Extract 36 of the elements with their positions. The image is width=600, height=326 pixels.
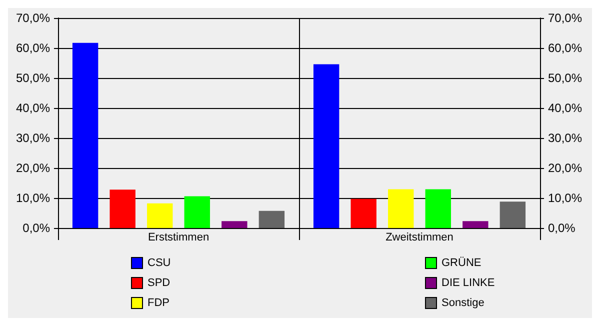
x-tick-label: Zweitstimmen <box>386 232 454 244</box>
y2-tick-label: 70,0% <box>548 11 582 25</box>
legend-label: GRÜNE <box>442 256 482 269</box>
y-tick-label: 70,0% <box>16 11 50 25</box>
x-tick-label: Erststimmen <box>148 232 210 244</box>
bar <box>184 196 210 228</box>
y2-tick-label: 0,0% <box>548 221 576 235</box>
y2-tick-label: 10,0% <box>548 191 582 205</box>
bar <box>350 198 376 228</box>
bar <box>500 202 526 228</box>
legend-label: DIE LINKE <box>442 277 495 289</box>
legend-label: FDP <box>148 297 170 309</box>
y2-tick-label: 60,0% <box>548 41 582 55</box>
bar <box>425 189 451 228</box>
y-tick-label: 60,0% <box>16 41 50 55</box>
bar <box>313 64 340 228</box>
y-tick-label: 20,0% <box>16 161 50 175</box>
bar <box>462 221 488 228</box>
y-tick-label: 30,0% <box>16 131 50 145</box>
y-tick-label: 40,0% <box>16 101 50 115</box>
y-tick-label: 10,0% <box>16 191 50 205</box>
y-tick-label: 50,0% <box>16 71 50 85</box>
bar <box>222 221 248 228</box>
legend-label: SPD <box>148 277 170 289</box>
bar <box>147 203 173 228</box>
legend-label: Sonstige <box>442 297 484 309</box>
bar <box>72 42 98 228</box>
y-tick-label: 0,0% <box>22 221 50 235</box>
y2-tick-label: 50,0% <box>548 71 582 85</box>
bar <box>388 189 414 228</box>
bar <box>258 210 285 228</box>
bar <box>110 190 136 228</box>
y2-tick-label: 20,0% <box>548 161 582 175</box>
y2-tick-label: 40,0% <box>548 101 582 115</box>
y2-tick-label: 30,0% <box>548 131 582 145</box>
legend-label: CSU <box>148 257 171 269</box>
